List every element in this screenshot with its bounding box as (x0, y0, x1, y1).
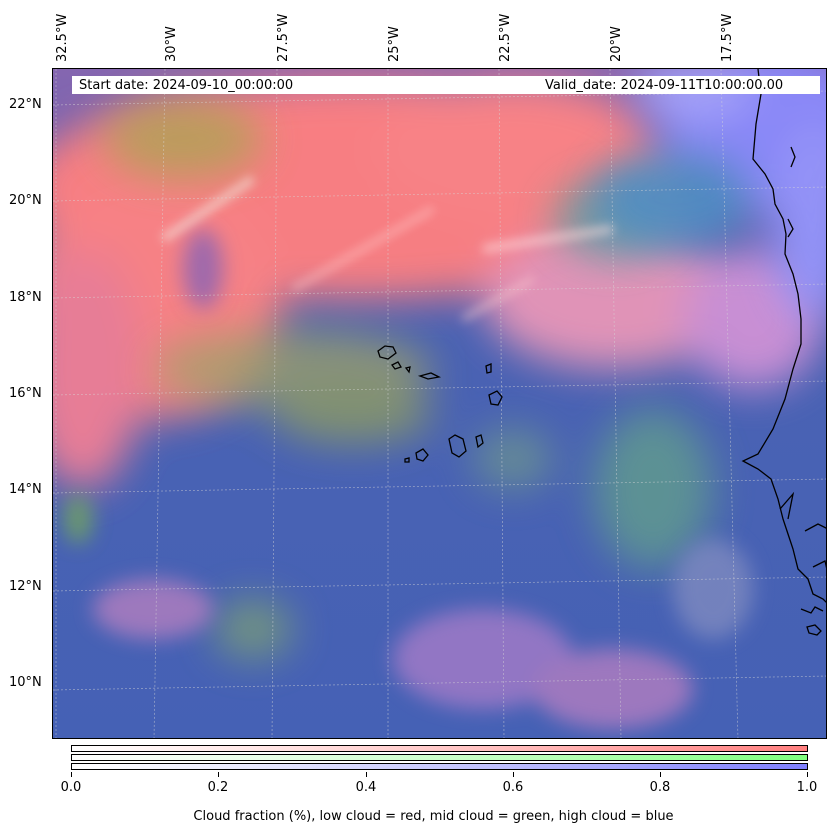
colorbar-high-cloud (71, 763, 808, 770)
lon-label-30w: 30°W (164, 26, 179, 62)
cape-verde-islands (377, 345, 503, 463)
island-sal (485, 363, 492, 374)
island-santo-antao (377, 345, 397, 360)
lat-label-12n: 12°N (9, 579, 42, 594)
lat-label-16n: 16°N (9, 386, 42, 401)
lon-label-25w: 25°W (387, 26, 402, 62)
colorbar-tick-3 (513, 772, 514, 777)
colorbar-tick-5 (807, 772, 808, 777)
lat-label-20n: 20°N (9, 193, 42, 208)
colorbar-tick-label-0: 0.0 (60, 780, 82, 795)
lon-label-27-5w: 27.5°W (276, 13, 291, 62)
cloud-fraction-map (52, 68, 827, 739)
mid-cloud-field (103, 99, 713, 659)
valid-date-label: Valid_date: 2024-09-11T10:00:00.00 (545, 78, 784, 93)
island-maio (475, 434, 484, 449)
map-canvas (53, 69, 826, 738)
lat-label-22n: 22°N (9, 97, 42, 112)
high-cloud-field (593, 69, 826, 319)
colorbar-tick-1 (218, 772, 219, 777)
colorbar-low-cloud (71, 745, 808, 752)
lat-label-18n: 18°N (9, 290, 42, 305)
lat-label-14n: 14°N (9, 482, 42, 497)
colorbar-tick-label-4: 0.8 (649, 780, 671, 795)
mixed-cloud-field (63, 229, 753, 729)
island-sao-vicente (391, 361, 402, 370)
coastline (741, 69, 826, 636)
colorbar-label: Cloud fraction (%), low cloud = red, mid… (193, 809, 674, 824)
island-santa-luzia (404, 366, 411, 374)
colorbar-mid-cloud (71, 754, 808, 761)
date-label-band (72, 76, 820, 94)
island-santiago (448, 434, 467, 458)
thin-cloud-streaks (160, 175, 614, 322)
lon-label-32-5w: 32.5°W (55, 13, 70, 62)
island-boa-vista (488, 390, 503, 406)
colorbar-tick-4 (660, 772, 661, 777)
colorbar-tick-0 (71, 772, 72, 777)
start-date-label: Start date: 2024-09-10_00:00:00 (79, 78, 294, 93)
lon-label-22-5w: 22.5°W (498, 13, 513, 62)
island-sao-nicolau (417, 372, 442, 380)
colorbar-tick-label-2: 0.4 (355, 780, 377, 795)
colorbar-tick-label-1: 0.2 (207, 780, 229, 795)
colorbar-tick-label-5: 1.0 (796, 780, 818, 795)
lon-label-20w: 20°W (609, 26, 624, 62)
lat-label-10n: 10°N (9, 675, 42, 690)
lon-label-17-5w: 17.5°W (720, 13, 735, 62)
island-brava (404, 457, 410, 463)
colorbar-tick-label-3: 0.6 (502, 780, 524, 795)
colorbar-tick-2 (366, 772, 367, 777)
island-fogo (415, 448, 429, 462)
